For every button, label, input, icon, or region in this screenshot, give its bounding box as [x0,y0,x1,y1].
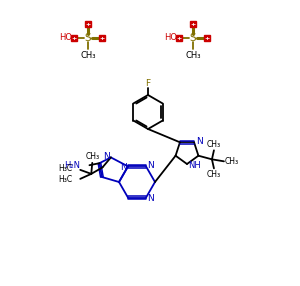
Text: CH₃: CH₃ [225,157,239,166]
Text: N: N [147,194,154,203]
Bar [71,35,77,41]
Text: CH₃: CH₃ [207,170,221,179]
Text: H₂N: H₂N [64,161,80,170]
Text: CH₃: CH₃ [207,140,221,149]
Bar [190,21,196,27]
Text: HO: HO [59,33,73,43]
Text: HO: HO [164,33,178,43]
Text: N: N [120,163,127,172]
Text: +: + [176,35,181,41]
Text: H₃C: H₃C [58,175,72,184]
Bar [176,35,182,41]
Bar [85,21,91,27]
Bar [204,35,210,41]
Text: N: N [196,137,203,146]
Text: H₃C: H₃C [58,164,72,173]
Text: S: S [190,33,196,43]
Text: +: + [71,35,76,41]
Text: +: + [190,21,196,27]
Text: CH₃: CH₃ [85,152,99,161]
Text: CH₃: CH₃ [185,51,201,61]
Text: N: N [103,152,110,161]
Text: +: + [99,35,105,41]
Text: NH: NH [188,160,201,170]
Text: S: S [85,33,91,43]
Bar [99,35,105,41]
Text: F: F [146,80,151,88]
Text: +: + [204,35,210,41]
Text: N: N [147,161,154,170]
Text: +: + [85,21,91,27]
Text: CH₃: CH₃ [80,51,96,61]
